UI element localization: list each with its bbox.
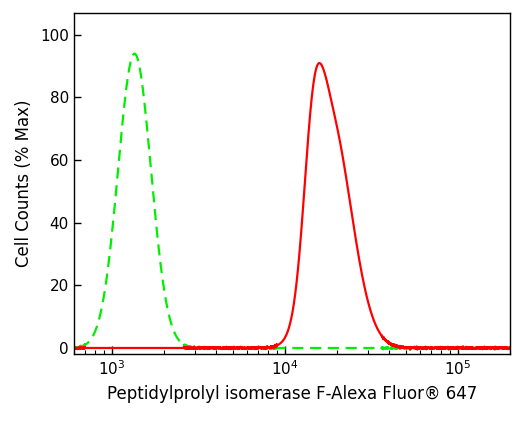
X-axis label: Peptidylprolyl isomerase F-Alexa Fluor® 647: Peptidylprolyl isomerase F-Alexa Fluor® … xyxy=(107,385,477,403)
Y-axis label: Cell Counts (% Max): Cell Counts (% Max) xyxy=(15,100,33,267)
